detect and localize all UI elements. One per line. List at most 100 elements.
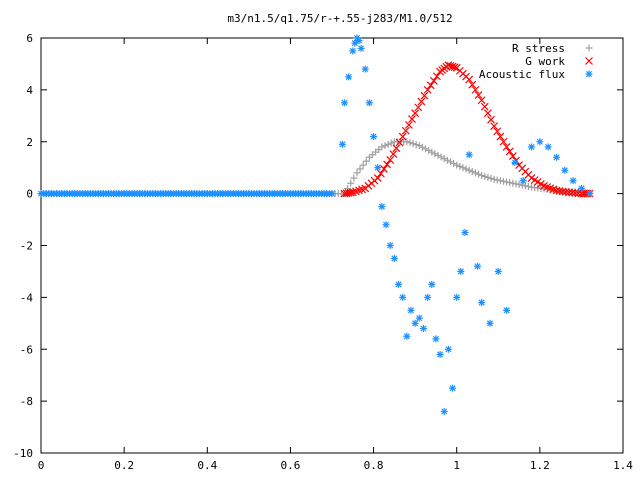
data-point (411, 109, 420, 118)
data-point (419, 325, 427, 332)
data-point (561, 166, 569, 174)
y-tick-label: -10 (13, 447, 33, 460)
data-point-interp (493, 176, 501, 184)
data-point (565, 188, 573, 197)
data-point-interp (474, 91, 483, 99)
data-point (374, 164, 382, 172)
data-point-interp (481, 172, 489, 180)
data-point (349, 47, 357, 55)
data-point (390, 254, 398, 262)
x-tick-label: 0.4 (197, 459, 217, 472)
data-point (353, 169, 361, 177)
data-point-interp (392, 144, 401, 153)
data-point-interp (347, 179, 355, 187)
data-point (370, 133, 378, 141)
data-point-interp (471, 169, 479, 177)
data-point-interp (512, 180, 520, 188)
data-point-interp (468, 168, 476, 176)
y-tick-label: -8 (20, 395, 33, 408)
data-point-interp (496, 177, 504, 185)
data-point (457, 267, 465, 275)
data-point (403, 138, 411, 146)
data-point-interp (493, 127, 502, 136)
data-point-interp (350, 174, 358, 182)
legend-marker (585, 57, 593, 65)
x-tick-label: 0.6 (280, 459, 300, 472)
data-point (453, 293, 461, 301)
data-point (386, 242, 394, 249)
data-point-interp (437, 153, 445, 161)
data-point-interp (496, 132, 505, 141)
data-point (552, 186, 561, 195)
data-point-interp (383, 160, 392, 169)
data-point-interp (483, 109, 492, 118)
data-point (436, 350, 444, 358)
data-point (386, 155, 395, 164)
data-point (411, 319, 419, 327)
data-point-interp (406, 139, 414, 147)
data-point (490, 175, 498, 183)
data-point (465, 75, 474, 84)
x-tick-label: 1.2 (530, 459, 550, 472)
data-point (465, 166, 473, 174)
data-point (478, 171, 486, 179)
x-tick-label: 0.2 (114, 459, 134, 472)
y-tick-label: -2 (20, 240, 33, 253)
data-point (328, 190, 336, 198)
data-point (586, 190, 594, 198)
data-point-interp (459, 164, 467, 172)
data-point (503, 178, 511, 186)
data-point-interp (468, 80, 477, 89)
data-point (424, 293, 432, 301)
data-point-interp (450, 63, 459, 72)
data-point-interp (450, 159, 458, 167)
data-point-interp (434, 151, 442, 159)
data-point (519, 177, 527, 185)
data-point-interp (387, 139, 395, 147)
data-point-interp (401, 126, 410, 135)
data-point (378, 203, 386, 211)
legend-marker (585, 70, 593, 78)
data-point (440, 408, 448, 415)
data-point-interp (404, 120, 413, 129)
data-point (407, 306, 415, 314)
data-point-interp (395, 138, 404, 147)
data-point (477, 96, 486, 105)
data-point (569, 177, 577, 185)
data-point-interp (433, 72, 441, 81)
data-point (486, 319, 494, 327)
data-point-interp (487, 174, 495, 182)
data-point-interp (431, 150, 439, 158)
series-g-work (340, 61, 594, 198)
data-point (474, 262, 481, 270)
data-point (461, 229, 469, 237)
data-point-interp (456, 162, 464, 170)
data-point-interp (506, 179, 514, 187)
data-point (415, 142, 423, 150)
data-point-interp (561, 187, 570, 196)
data-point-interp (422, 145, 430, 153)
data-point (423, 85, 432, 94)
data-point-interp (380, 165, 388, 173)
data-point (415, 314, 423, 322)
chart-title: m3/n1.5/q1.75/r-+.55-j283/M1.0/512 (227, 12, 452, 25)
data-point-interp (480, 102, 489, 111)
data-point (398, 132, 407, 141)
data-point-interp (475, 170, 483, 178)
data-point-interp (414, 103, 423, 112)
data-point (577, 184, 585, 192)
data-point-interp (376, 169, 385, 178)
data-point-interp (499, 137, 508, 146)
data-point (355, 37, 363, 45)
data-point (428, 148, 436, 156)
data-point-interp (425, 147, 433, 155)
data-point-interp (443, 156, 451, 164)
data-point (503, 306, 511, 314)
data-point-interp (487, 115, 495, 124)
data-point (432, 335, 440, 343)
legend-label: G work (525, 55, 565, 68)
data-point (373, 174, 382, 182)
data-point-interp (571, 189, 580, 197)
data-point (453, 161, 461, 169)
